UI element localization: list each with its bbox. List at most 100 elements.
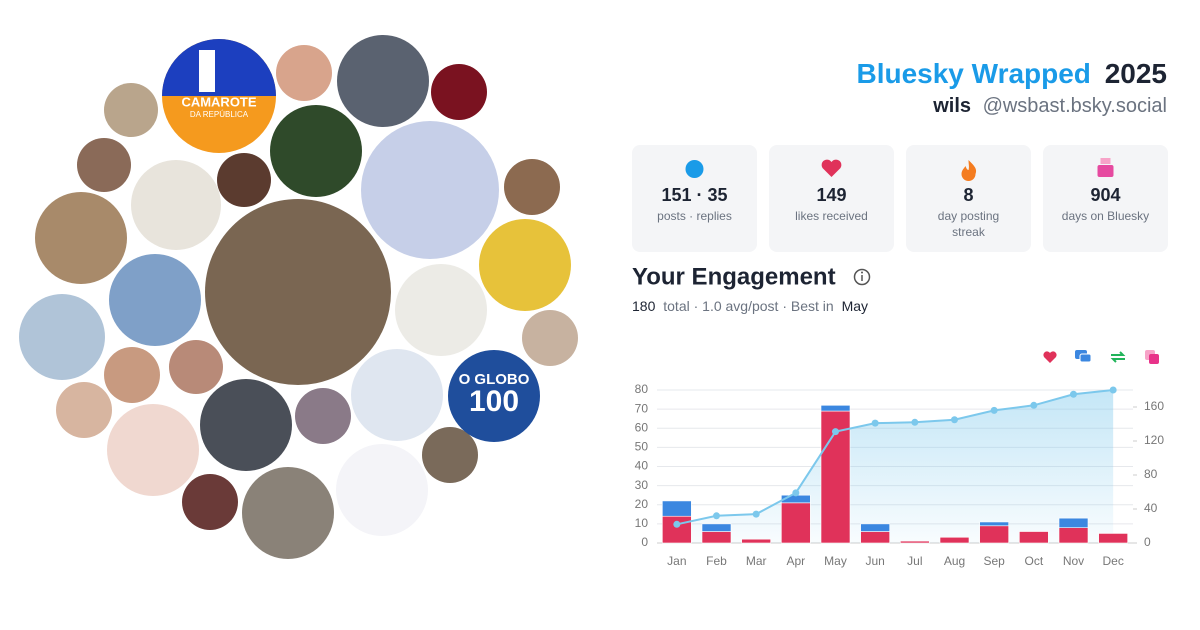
cumulative-point xyxy=(752,510,760,518)
cumulative-point xyxy=(871,419,879,427)
avatar-oglobo[interactable] xyxy=(448,350,540,442)
stat-value: 151 · 35 xyxy=(661,185,727,205)
y-tick-label: 80 xyxy=(635,382,649,396)
cumulative-point xyxy=(951,416,958,424)
bar-segment xyxy=(662,515,692,544)
title-year: 2025 xyxy=(1105,58,1167,89)
bar-segment xyxy=(860,531,890,544)
stat-label: posts · replies xyxy=(657,209,732,223)
avatar[interactable] xyxy=(169,340,223,394)
avatar[interactable] xyxy=(109,254,201,346)
avatar[interactable] xyxy=(35,192,127,284)
bar-segment xyxy=(820,404,851,412)
stat-label: days on Bluesky xyxy=(1062,209,1149,223)
avatar[interactable] xyxy=(361,121,499,259)
x-tick-label: Nov xyxy=(1063,554,1084,568)
stat-label: likes received xyxy=(795,209,868,223)
y2-tick-label: 80 xyxy=(1144,467,1158,481)
avatar[interactable] xyxy=(337,35,429,127)
avatar[interactable] xyxy=(336,444,428,536)
avatar[interactable] xyxy=(19,294,105,380)
y-tick-label: 50 xyxy=(635,440,649,454)
avatar[interactable] xyxy=(479,219,571,311)
stat-value: 904 xyxy=(1090,185,1120,205)
avatar[interactable] xyxy=(242,467,334,559)
cumulative-point xyxy=(911,418,919,426)
avatar[interactable] xyxy=(351,349,443,441)
avatar[interactable] xyxy=(77,138,131,192)
y-tick-label: 40 xyxy=(635,459,649,473)
y2-tick-label: 120 xyxy=(1144,433,1164,447)
avatar[interactable] xyxy=(104,83,158,137)
avatar[interactable] xyxy=(504,159,560,215)
avatar[interactable] xyxy=(422,427,478,483)
avatar-text: CAMAROTE xyxy=(181,94,256,109)
x-tick-label: Mar xyxy=(746,554,767,568)
avatar[interactable] xyxy=(182,474,238,530)
avatar[interactable] xyxy=(522,310,578,366)
y-tick-label: 30 xyxy=(635,478,649,492)
y-tick-label: 60 xyxy=(635,420,649,434)
engagement-title: Your Engagement xyxy=(632,263,836,290)
x-tick-label: Oct xyxy=(1024,554,1043,568)
x-tick-label: Dec xyxy=(1102,554,1123,568)
bar-segment xyxy=(741,538,771,544)
bar-segment xyxy=(860,523,890,532)
bar-segment xyxy=(662,500,692,517)
stat-card: 149 likes received xyxy=(769,145,894,252)
x-tick-label: Jan xyxy=(667,554,686,568)
avatar-text: DA REPÚBLICA xyxy=(190,110,249,119)
avatar[interactable] xyxy=(217,153,271,207)
engagement-chart: 0 10 20 30 40 50 60 70 80 0 40 80 120 160 Jan Feb Mar Apr… xyxy=(635,382,1165,568)
legend xyxy=(1043,350,1159,364)
avatar[interactable] xyxy=(270,105,362,197)
stat-label: streak xyxy=(952,225,986,239)
avatar-camarote-building xyxy=(199,50,215,92)
avatar[interactable] xyxy=(431,64,487,120)
stat-value: 8 xyxy=(963,185,973,205)
user: wils @wsbast.bsky.social xyxy=(932,95,1167,117)
stat-card: 904 days on Bluesky xyxy=(1043,145,1168,252)
bar-segment xyxy=(781,502,811,544)
avatar[interactable] xyxy=(56,382,112,438)
bar-segment xyxy=(979,521,1009,527)
avatar[interactable] xyxy=(107,404,199,496)
avatar-text: 100 xyxy=(469,385,519,418)
info-icon[interactable] xyxy=(853,268,871,286)
y-tick-label: 20 xyxy=(635,497,649,511)
engagement-text: total · 1.0 avg/post · Best in xyxy=(663,298,833,314)
x-tick-label: Feb xyxy=(706,554,727,568)
engagement-best: May xyxy=(842,298,868,314)
legend-replies-icon-b xyxy=(1079,353,1092,363)
x-tick-label: Aug xyxy=(944,554,965,568)
legend-likes-icon[interactable] xyxy=(1043,351,1057,363)
cumulative-point xyxy=(990,406,998,414)
stat-card: 151 · 35 posts · replies xyxy=(632,145,757,252)
bar-segment xyxy=(1098,533,1128,544)
cumulative-point xyxy=(673,520,681,528)
cumulative-point xyxy=(1030,401,1038,409)
stat-label: day posting xyxy=(938,209,999,223)
avatar[interactable] xyxy=(131,160,221,250)
stat-card: 8 day posting streak xyxy=(906,145,1031,252)
x-tick-label: Sep xyxy=(983,554,1005,568)
x-tick-label: Apr xyxy=(786,554,805,568)
cumulative-point xyxy=(1109,386,1117,394)
cumulative-line xyxy=(676,389,1114,526)
y-tick-label: 0 xyxy=(641,535,648,549)
user-handle: @wsbast.bsky.social xyxy=(983,95,1167,117)
icon-cake xyxy=(1097,165,1114,177)
engagement-summary: 180 total · 1.0 avg/post · Best in May xyxy=(632,298,868,314)
bar-segment xyxy=(701,531,732,544)
avatar[interactable] xyxy=(200,379,292,471)
avatar[interactable] xyxy=(205,199,391,385)
avatar[interactable] xyxy=(295,388,351,444)
y2-tick-label: 160 xyxy=(1144,399,1164,413)
legend-quotes-icon-b xyxy=(1149,354,1159,364)
avatar[interactable] xyxy=(276,45,332,101)
avatar[interactable] xyxy=(395,264,487,356)
legend-reposts-icon[interactable] xyxy=(1110,351,1126,363)
avatar[interactable] xyxy=(104,347,160,403)
